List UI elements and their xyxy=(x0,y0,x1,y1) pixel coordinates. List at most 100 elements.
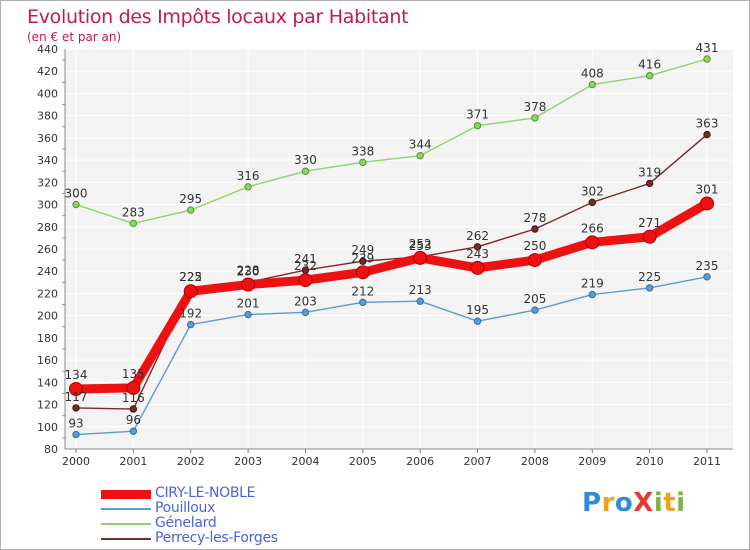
y-tick-label: 280 xyxy=(37,221,58,234)
y-tick-label: 320 xyxy=(37,176,58,189)
y-axis-ticks: 80 100 120 140 160 180 200 220 240 260 280 300 320 34… xyxy=(37,43,65,456)
data-point xyxy=(703,130,711,139)
data-label: 363 xyxy=(696,117,719,131)
data-point xyxy=(531,225,539,233)
x-tick-label: 2008 xyxy=(521,455,549,468)
data-label: 249 xyxy=(351,243,374,257)
data-label: 213 xyxy=(409,283,432,297)
data-point xyxy=(359,257,367,265)
data-point xyxy=(244,310,252,319)
data-label: 93 xyxy=(68,417,83,431)
data-label: 408 xyxy=(581,67,604,81)
data-label: 225 xyxy=(179,270,202,284)
data-point xyxy=(531,306,539,314)
data-point xyxy=(700,196,714,211)
data-point xyxy=(183,284,198,299)
logo-letter: i xyxy=(676,488,686,518)
series-ciry-le-noble xyxy=(69,196,714,396)
y-tick-label: 420 xyxy=(37,65,58,78)
chart-title: Evolution des Impôts locaux par Habitant xyxy=(27,6,409,28)
x-tick-label: 2003 xyxy=(234,455,262,468)
data-label: 378 xyxy=(523,100,546,114)
data-label: 330 xyxy=(294,153,317,167)
data-point xyxy=(72,200,80,209)
data-point xyxy=(588,80,596,89)
legend-swatch xyxy=(101,523,151,525)
data-label: 212 xyxy=(351,284,374,298)
data-point xyxy=(473,317,482,325)
logo-letter: P xyxy=(582,488,602,518)
data-point xyxy=(129,427,138,435)
x-tick-label: 2002 xyxy=(177,455,205,468)
data-point xyxy=(642,229,657,244)
data-label: 316 xyxy=(237,169,260,183)
logo-letter: X xyxy=(633,488,654,518)
data-point xyxy=(473,121,482,130)
data-label: 262 xyxy=(466,229,489,243)
x-tick-label: 2000 xyxy=(62,455,90,468)
data-label: 117 xyxy=(65,390,88,404)
y-tick-label: 100 xyxy=(37,421,58,434)
data-point xyxy=(416,297,424,305)
data-point xyxy=(301,308,310,317)
data-label: 344 xyxy=(409,138,432,152)
legend-label: Perrecy-les-Forges xyxy=(155,530,278,546)
data-point xyxy=(470,260,485,275)
data-point xyxy=(72,404,80,412)
data-point xyxy=(473,243,482,251)
y-tick-label: 440 xyxy=(37,43,58,56)
data-point xyxy=(129,219,138,228)
data-label: 228 xyxy=(237,264,260,278)
data-label: 431 xyxy=(696,41,719,55)
data-point xyxy=(585,235,600,250)
x-tick-label: 2006 xyxy=(406,455,434,468)
data-label: 300 xyxy=(65,187,88,201)
x-tick-label: 2001 xyxy=(119,455,147,468)
data-label: 219 xyxy=(581,277,604,291)
data-label: 283 xyxy=(122,205,145,219)
data-label: 135 xyxy=(122,367,145,381)
data-label: 295 xyxy=(179,192,202,206)
y-tick-label: 160 xyxy=(37,354,58,367)
data-label: 416 xyxy=(638,58,661,72)
y-tick-label: 80 xyxy=(44,443,58,456)
y-tick-label: 220 xyxy=(37,287,58,300)
legend-swatch xyxy=(101,508,151,510)
data-label: 253 xyxy=(409,239,432,253)
data-label: 301 xyxy=(696,182,719,196)
data-point xyxy=(531,114,539,122)
data-label: 239 xyxy=(351,251,374,265)
data-point xyxy=(527,253,542,268)
data-point xyxy=(129,405,138,413)
data-point xyxy=(359,298,367,307)
x-tick-label: 2004 xyxy=(291,455,319,468)
data-point xyxy=(355,265,370,280)
data-label: 96 xyxy=(126,413,141,427)
data-point xyxy=(69,382,83,396)
data-label: 271 xyxy=(638,216,661,230)
data-label: 371 xyxy=(466,108,489,122)
series-line xyxy=(71,198,712,394)
data-point xyxy=(359,158,367,167)
y-tick-label: 380 xyxy=(37,110,58,123)
proxiti-logo: ProXiti xyxy=(582,488,686,518)
data-point xyxy=(588,290,596,299)
data-label: 302 xyxy=(581,184,604,198)
data-point xyxy=(241,277,256,292)
series-g-nelard xyxy=(72,55,711,228)
data-label: 338 xyxy=(351,144,374,158)
data-label: 222 xyxy=(179,270,202,284)
series-line xyxy=(75,276,708,436)
legend-swatch xyxy=(101,538,151,540)
legend-label: Génelard xyxy=(155,515,217,531)
data-label: 225 xyxy=(638,270,661,284)
y-tick-label: 200 xyxy=(37,310,58,323)
series-line xyxy=(75,58,708,225)
logo-letter: t xyxy=(663,488,677,518)
data-point xyxy=(703,273,711,281)
data-point xyxy=(588,198,596,207)
legend-swatch xyxy=(101,489,151,499)
data-point xyxy=(645,284,654,292)
y-tick-label: 300 xyxy=(37,199,58,212)
